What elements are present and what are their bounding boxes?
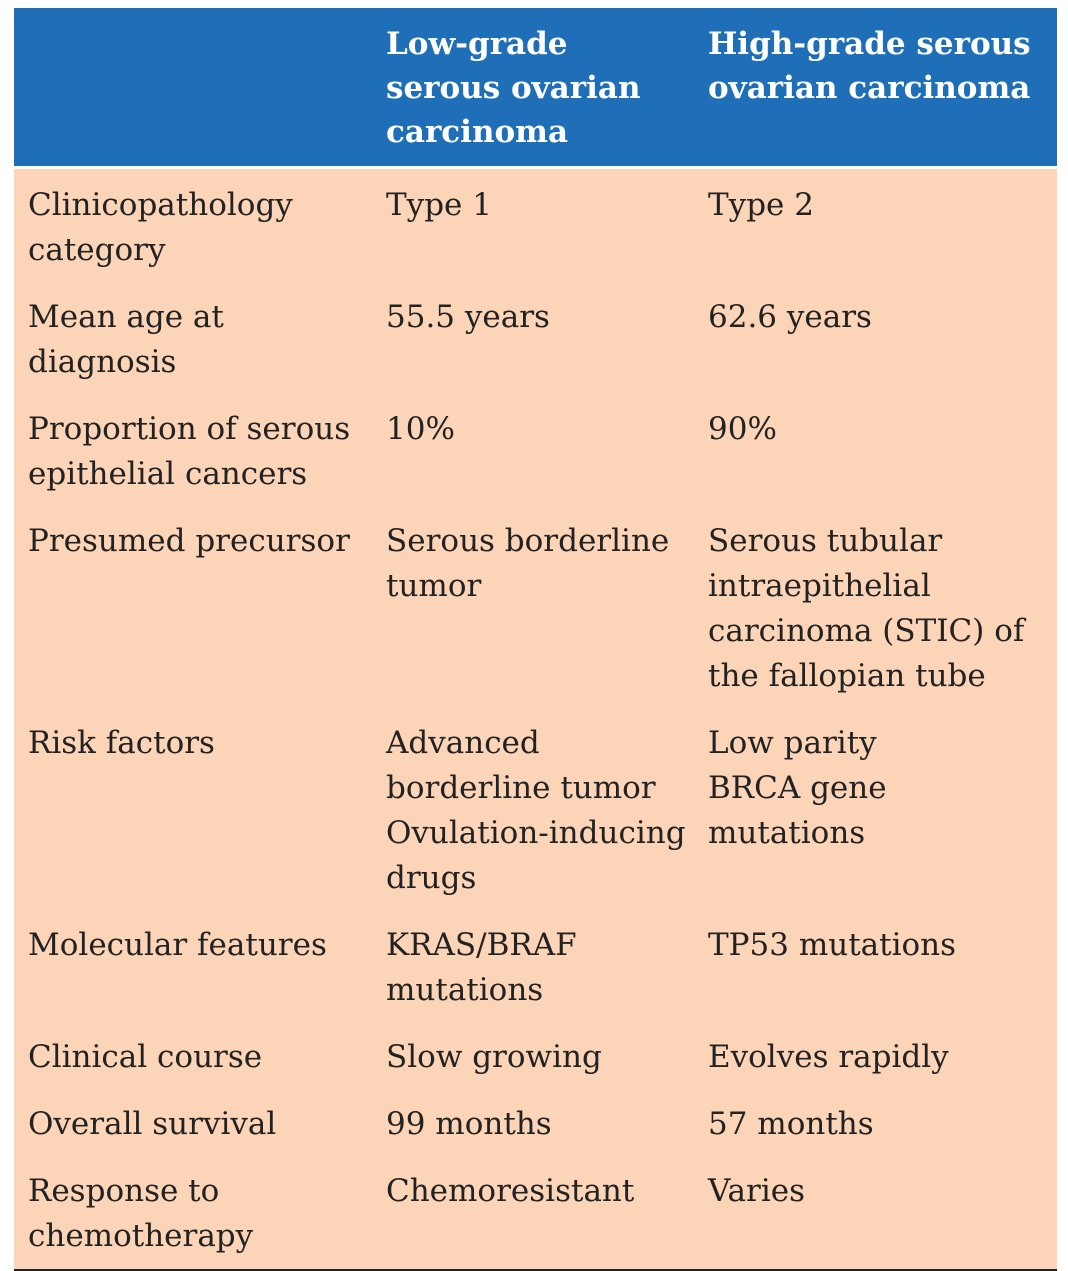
- row-label: Molecular features: [28, 927, 327, 963]
- high-grade-cell: Varies: [694, 1155, 1057, 1271]
- row-label: Clinical course: [28, 1039, 263, 1075]
- cell-line: Advanced borderline tumor: [386, 725, 656, 806]
- table-row: Clinical course Slow growing Evolves rap…: [14, 1021, 1057, 1088]
- high-grade-cell: 57 months: [694, 1088, 1057, 1155]
- comparison-table: Low-grade serous ovarian carcinoma High-…: [14, 8, 1057, 1271]
- row-label: Presumed precursor: [28, 523, 350, 559]
- row-label: Response to chemotherapy: [14, 1155, 372, 1271]
- cell-line: Varies: [708, 1173, 806, 1209]
- cell-line: 62.6 years: [708, 299, 872, 335]
- table-row: Response to chemotherapy Chemoresistant …: [14, 1155, 1057, 1271]
- table-row: Mean age at diagnosis 55.5 years 62.6 ye…: [14, 281, 1057, 393]
- cell-line: Low parity: [708, 725, 877, 761]
- header-high-grade: High-grade serous ovarian carcinoma: [694, 8, 1057, 169]
- low-grade-cell: Type 1: [372, 168, 694, 282]
- high-grade-cell: Evolves rapidly: [694, 1021, 1057, 1088]
- low-grade-cell: 10%: [372, 393, 694, 505]
- cell-line: TP53 mutations: [708, 927, 957, 963]
- cell-line: Type 1: [386, 187, 492, 223]
- table-row: Clinicopathology category Type 1 Type 2: [14, 167, 1057, 282]
- low-grade-cell: Advanced borderline tumor Ovulation-indu…: [372, 707, 694, 909]
- cell-line: Evolves rapidly: [708, 1039, 949, 1075]
- high-grade-cell: 90%: [694, 393, 1057, 505]
- high-grade-cell: 62.6 years: [694, 281, 1057, 393]
- low-grade-cell: 55.5 years: [372, 281, 694, 393]
- table-header-row: Low-grade serous ovarian carcinoma High-…: [14, 8, 1057, 169]
- low-grade-cell: Slow growing: [372, 1021, 694, 1088]
- cell-line: BRCA gene mutations: [708, 770, 887, 851]
- row-label: Proportion of serous epithelial cancers: [28, 411, 351, 492]
- row-label: Clinicopathology category: [28, 187, 293, 268]
- cell-line: 10%: [386, 411, 455, 447]
- table-row: Presumed precursor Serous borderline tum…: [14, 505, 1057, 707]
- table-row: Overall survival 99 months 57 months: [14, 1088, 1057, 1155]
- cell-line: Serous tubular intraepithelial carcinoma…: [708, 523, 1025, 694]
- table-row: Proportion of serous epithelial cancers …: [14, 393, 1057, 505]
- low-grade-cell: Chemoresistant: [372, 1155, 694, 1271]
- cell-line: Type 2: [708, 187, 814, 223]
- header-low-grade: Low-grade serous ovarian carcinoma: [372, 8, 694, 169]
- table-row: Molecular features KRAS/BRAF mutations T…: [14, 909, 1057, 1021]
- cell-line: Ovulation-inducing drugs: [386, 815, 686, 896]
- header-empty-cell: [14, 8, 372, 169]
- row-label: Mean age at diagnosis: [28, 299, 224, 380]
- low-grade-cell: 99 months: [372, 1088, 694, 1155]
- low-grade-cell: KRAS/BRAF mutations: [372, 909, 694, 1021]
- row-label: Overall survival: [28, 1106, 277, 1142]
- cell-line: 57 months: [708, 1106, 874, 1142]
- high-grade-cell: TP53 mutations: [694, 909, 1057, 1021]
- cell-line: Serous borderline tumor: [386, 523, 670, 604]
- high-grade-cell: Serous tubular intraepithelial carcinoma…: [694, 505, 1057, 707]
- cell-line: 99 months: [386, 1106, 552, 1142]
- table-row: Risk factors Advanced borderline tumor O…: [14, 707, 1057, 909]
- cell-line: 90%: [708, 411, 777, 447]
- cell-line: 55.5 years: [386, 299, 550, 335]
- high-grade-cell: Type 2: [694, 168, 1057, 282]
- high-grade-cell: Low parity BRCA gene mutations: [694, 707, 1057, 909]
- cell-line: Chemoresistant: [386, 1173, 635, 1209]
- cell-line: Slow growing: [386, 1039, 602, 1075]
- row-label: Risk factors: [28, 725, 215, 761]
- cell-line: KRAS/BRAF mutations: [386, 927, 577, 1008]
- comparison-table-container: Low-grade serous ovarian carcinoma High-…: [14, 8, 1057, 1271]
- low-grade-cell: Serous borderline tumor: [372, 505, 694, 707]
